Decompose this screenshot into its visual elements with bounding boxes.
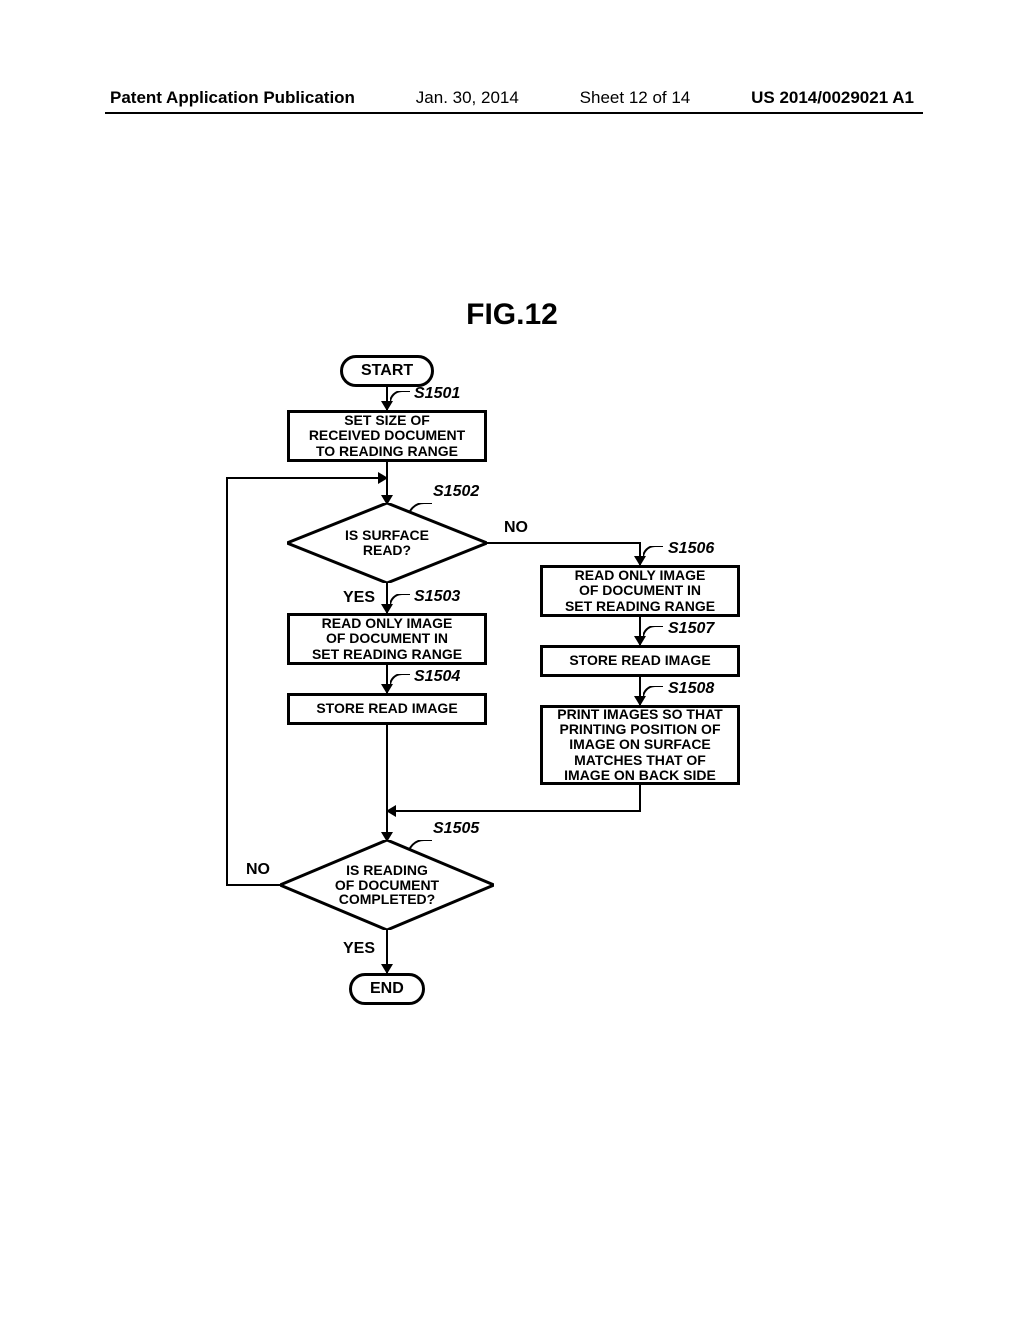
- step-label: S1507: [668, 620, 714, 638]
- page-header: Patent Application Publication Jan. 30, …: [0, 88, 1024, 108]
- step-label: S1508: [668, 680, 714, 698]
- process-store-left: STORE READ IMAGE: [287, 693, 487, 725]
- edge: [386, 725, 388, 810]
- step-label: S1506: [668, 540, 714, 558]
- edge: [226, 477, 388, 479]
- hook-icon: [643, 546, 665, 560]
- process-set-size: SET SIZE OFRECEIVED DOCUMENTTO READING R…: [287, 410, 487, 462]
- process-text: STORE READ IMAGE: [316, 701, 457, 716]
- arrowhead-icon: [378, 472, 388, 484]
- process-text: PRINT IMAGES SO THATPRINTING POSITION OF…: [557, 707, 722, 784]
- process-text: SET SIZE OFRECEIVED DOCUMENTTO READING R…: [309, 413, 465, 459]
- process-text: READ ONLY IMAGEOF DOCUMENT INSET READING…: [565, 568, 715, 614]
- sheet-number: Sheet 12 of 14: [580, 88, 691, 108]
- edge: [639, 785, 641, 810]
- step-label: S1502: [433, 483, 479, 501]
- step-label: S1505: [433, 820, 479, 838]
- process-store-right: STORE READ IMAGE: [540, 645, 740, 677]
- publication-date: Jan. 30, 2014: [416, 88, 519, 108]
- answer-no: NO: [246, 861, 270, 879]
- process-text: STORE READ IMAGE: [569, 653, 710, 668]
- process-text: READ ONLY IMAGEOF DOCUMENT INSET READING…: [312, 616, 462, 662]
- hook-icon: [390, 674, 412, 688]
- step-label: S1503: [414, 588, 460, 606]
- publication-number: US 2014/0029021 A1: [751, 88, 914, 108]
- process-print-images: PRINT IMAGES SO THATPRINTING POSITION OF…: [540, 705, 740, 785]
- start-terminator: START: [340, 355, 434, 387]
- hook-icon: [643, 626, 665, 640]
- header-rule: [105, 112, 923, 114]
- hook-icon: [390, 594, 412, 608]
- process-read-image-right: READ ONLY IMAGEOF DOCUMENT INSET READING…: [540, 565, 740, 617]
- decision-text: IS SURFACEREAD?: [345, 528, 429, 557]
- hook-icon: [390, 391, 412, 405]
- edge: [226, 477, 228, 886]
- figure-title: FIG.12: [0, 298, 1024, 332]
- flowchart-diagram: START S1501 SET SIZE OFRECEIVED DOCUMENT…: [0, 355, 1024, 1105]
- answer-yes: YES: [343, 589, 375, 607]
- publication-label: Patent Application Publication: [110, 88, 355, 108]
- answer-no: NO: [504, 519, 528, 537]
- decision-text: IS READINGOF DOCUMENTCOMPLETED?: [335, 863, 439, 907]
- edge: [487, 542, 640, 544]
- edge: [226, 884, 280, 886]
- edge: [386, 810, 641, 812]
- decision-reading-complete: IS READINGOF DOCUMENTCOMPLETED?: [280, 840, 494, 930]
- process-read-image-left: READ ONLY IMAGEOF DOCUMENT INSET READING…: [287, 613, 487, 665]
- step-label: S1501: [414, 385, 460, 403]
- end-terminator: END: [349, 973, 425, 1005]
- answer-yes: YES: [343, 940, 375, 958]
- hook-icon: [643, 686, 665, 700]
- decision-surface-read: IS SURFACEREAD?: [287, 503, 487, 583]
- step-label: S1504: [414, 668, 460, 686]
